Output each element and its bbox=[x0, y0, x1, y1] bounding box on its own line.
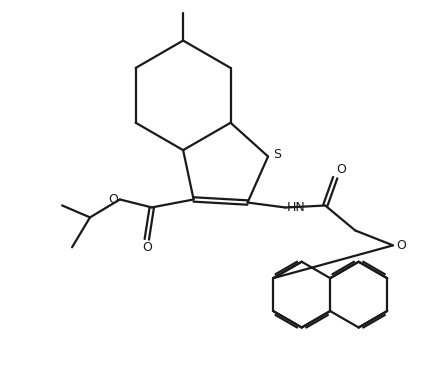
Text: S: S bbox=[273, 148, 281, 161]
Text: HN: HN bbox=[286, 201, 305, 214]
Text: O: O bbox=[108, 193, 118, 206]
Text: O: O bbox=[396, 239, 406, 252]
Text: O: O bbox=[142, 241, 152, 254]
Text: O: O bbox=[336, 163, 346, 175]
